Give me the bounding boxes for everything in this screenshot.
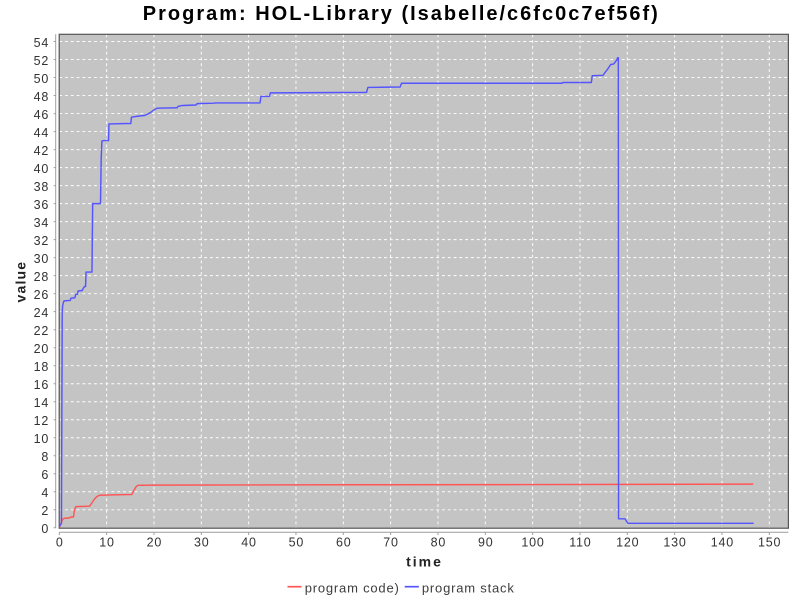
svg-text:60: 60	[336, 536, 352, 550]
svg-text:38: 38	[34, 180, 50, 194]
svg-text:value: value	[13, 261, 29, 303]
svg-text:30: 30	[194, 536, 210, 550]
svg-text:26: 26	[34, 288, 50, 302]
svg-text:20: 20	[34, 342, 50, 356]
svg-text:Program: HOL-Library (Isabelle: Program: HOL-Library (Isabelle/c6fc0c7ef…	[143, 3, 660, 25]
svg-text:44: 44	[34, 126, 50, 140]
svg-text:6: 6	[41, 468, 49, 482]
svg-text:100: 100	[521, 536, 544, 550]
svg-text:50: 50	[34, 72, 50, 86]
svg-text:28: 28	[34, 270, 50, 284]
svg-text:110: 110	[569, 536, 591, 550]
svg-text:90: 90	[478, 536, 494, 550]
svg-text:36: 36	[34, 198, 50, 212]
svg-text:14: 14	[34, 396, 50, 410]
svg-text:40: 40	[241, 536, 257, 550]
svg-text:46: 46	[34, 108, 50, 122]
svg-text:42: 42	[34, 144, 50, 158]
svg-text:4: 4	[41, 486, 49, 500]
svg-text:30: 30	[34, 252, 50, 266]
svg-text:150: 150	[758, 536, 781, 550]
svg-text:130: 130	[663, 536, 686, 550]
svg-text:32: 32	[34, 234, 50, 248]
svg-text:10: 10	[99, 536, 115, 550]
svg-text:8: 8	[41, 450, 49, 464]
svg-text:20: 20	[147, 536, 163, 550]
svg-text:50: 50	[289, 536, 305, 550]
svg-text:18: 18	[34, 360, 50, 374]
svg-text:80: 80	[431, 536, 447, 550]
svg-text:24: 24	[34, 306, 50, 320]
svg-text:52: 52	[34, 54, 50, 68]
svg-text:12: 12	[34, 414, 50, 428]
svg-text:120: 120	[616, 536, 639, 550]
svg-text:0: 0	[56, 536, 64, 550]
svg-text:54: 54	[34, 36, 50, 50]
svg-text:140: 140	[711, 536, 734, 550]
svg-text:10: 10	[34, 432, 50, 446]
svg-text:34: 34	[34, 216, 50, 230]
svg-text:48: 48	[34, 90, 50, 104]
svg-text:22: 22	[34, 324, 50, 338]
svg-text:40: 40	[34, 162, 50, 176]
svg-text:time: time	[406, 554, 443, 570]
svg-text:program code): program code)	[305, 580, 400, 595]
svg-text:16: 16	[34, 378, 50, 392]
svg-text:2: 2	[41, 504, 49, 518]
svg-text:70: 70	[383, 536, 399, 550]
svg-text:program stack: program stack	[422, 580, 515, 595]
svg-text:0: 0	[41, 522, 49, 536]
